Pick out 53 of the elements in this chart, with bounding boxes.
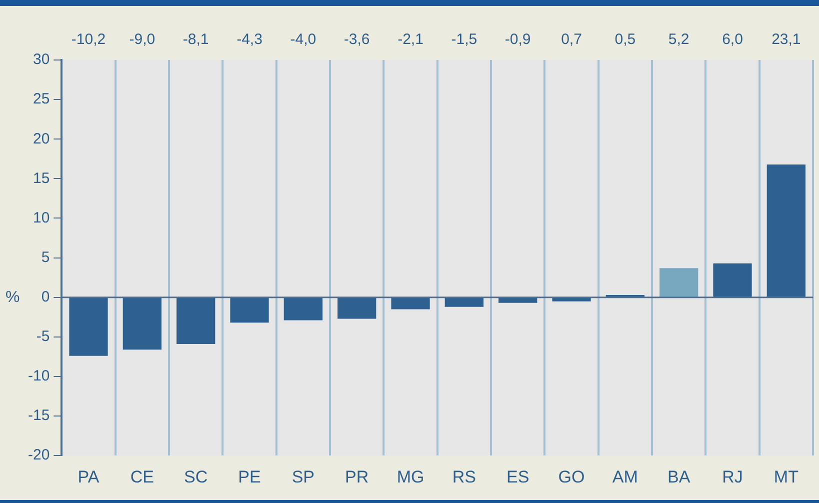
bar	[391, 298, 430, 310]
bar	[122, 298, 162, 350]
bar	[176, 298, 216, 344]
x-tick-label: SC	[184, 467, 208, 486]
text: 0,5	[614, 31, 636, 48]
y-tick-label: 10	[32, 209, 50, 226]
bar	[230, 298, 269, 323]
bar	[713, 263, 752, 297]
text: -1,5	[451, 31, 478, 48]
x-tick-label: PE	[238, 467, 261, 486]
text: 0,7	[561, 31, 582, 48]
y-tick-label: 15	[32, 170, 50, 187]
y-tick-label: 20	[32, 130, 50, 148]
y-tick-label: 0	[41, 288, 50, 306]
text: 6,0	[722, 31, 743, 48]
text: -8,1	[182, 31, 209, 48]
text: -4,3	[236, 31, 262, 48]
text: -9,0	[129, 31, 156, 48]
x-tick-label: PA	[78, 467, 100, 486]
x-tick-label: RS	[452, 467, 476, 486]
y-tick-label: -15	[28, 407, 50, 424]
text: -4,0	[290, 31, 316, 48]
x-tick-label: GO	[558, 467, 585, 486]
bar	[552, 298, 591, 302]
y-tick-label: -10	[28, 368, 50, 385]
x-tick-label: CE	[130, 467, 154, 486]
bar	[69, 298, 108, 356]
text: -2,1	[398, 31, 424, 48]
x-tick-label: ES	[506, 467, 530, 486]
x-tick-label: RJ	[722, 467, 743, 486]
text: -10,2	[71, 31, 106, 48]
bar	[498, 298, 538, 303]
bar	[338, 298, 376, 319]
y-axis-title: %	[5, 288, 20, 306]
bar	[766, 164, 806, 297]
y-tick-label: -5	[36, 328, 50, 346]
y-tick-label: 5	[41, 248, 50, 266]
bar	[284, 298, 322, 320]
bar	[444, 298, 484, 307]
text: -3,6	[344, 31, 370, 48]
x-tick-label: AM	[612, 467, 638, 486]
text: -0,9	[504, 31, 531, 48]
text: 5,2	[668, 31, 690, 48]
x-tick-label: MT	[774, 467, 798, 486]
y-tick-label: 25	[32, 90, 50, 108]
text: 23,1	[772, 31, 801, 48]
y-tick-label: 30	[32, 51, 50, 68]
x-tick-label: SP	[292, 467, 315, 486]
x-tick-label: BA	[667, 467, 691, 486]
bar	[660, 268, 698, 297]
x-tick-label: MG	[396, 467, 424, 486]
y-tick-label: -20	[28, 446, 50, 464]
x-tick-label: PR	[345, 467, 369, 486]
